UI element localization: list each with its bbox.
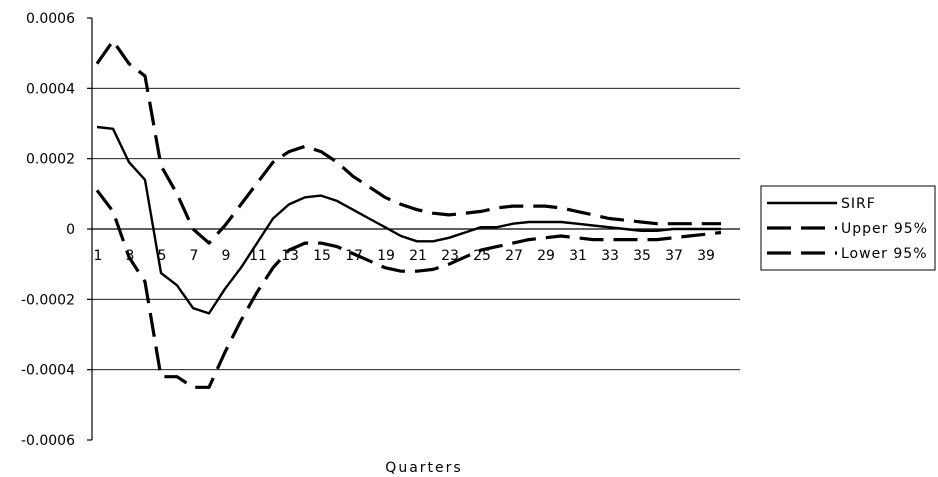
- x-tick-label: 19: [377, 248, 395, 264]
- x-tick-label: 5: [158, 248, 167, 264]
- series-lines: [95, 39, 722, 389]
- legend: SIRF Upper 95% Lower 95%: [760, 185, 936, 271]
- axes: [87, 17, 740, 441]
- y-tick-label: -0.0004: [21, 363, 75, 379]
- y-tick-label: 0.0002: [26, 152, 75, 168]
- series-line-1: [96, 125, 721, 315]
- y-tick-label: -0.0002: [21, 292, 75, 308]
- y-tick-label: 0.0006: [26, 11, 75, 27]
- x-tick-label: 27: [505, 248, 523, 264]
- x-tick-label: 7: [190, 248, 199, 264]
- x-tick-label: 29: [537, 248, 555, 264]
- y-tick-label: 0.0004: [26, 81, 75, 97]
- x-tick-label: 1: [94, 248, 103, 264]
- x-tick-label: 25: [473, 248, 491, 264]
- y-tick-labels: 0.0006 0.0004 0.0002 0 -0.0002 -0.0004 -0.0006: [21, 11, 75, 449]
- x-tick-labels: 1 3 5 7 9 11 13 15 17 19 21 23 25 27 29 31 33 35 37 39: [94, 248, 715, 264]
- legend-label-2: Upper 95%: [841, 221, 928, 237]
- y-tick-label: 0: [66, 222, 75, 238]
- x-tick-label: 23: [441, 248, 459, 264]
- x-tick-label: 37: [665, 248, 683, 264]
- x-axis-label: Quarters: [385, 460, 462, 476]
- x-tick-label: 13: [281, 248, 299, 264]
- series-line-2: [95, 39, 721, 245]
- x-tick-label: 17: [345, 248, 363, 264]
- x-tick-label: 35: [633, 248, 651, 264]
- x-tick-label: 15: [313, 248, 331, 264]
- x-tick-label: 31: [569, 248, 587, 264]
- x-tick-label: 11: [249, 248, 267, 264]
- x-tick-label: 33: [601, 248, 619, 264]
- gridlines: [92, 87, 740, 371]
- y-tick-label: -0.0006: [21, 433, 75, 449]
- x-tick-label: 21: [409, 248, 427, 264]
- legend-label-1: SIRF: [841, 196, 876, 212]
- x-tick-label: 9: [222, 248, 231, 264]
- series-line-3: [95, 189, 722, 389]
- x-tick-label: 39: [697, 248, 715, 264]
- legend-label-3: Lower 95%: [841, 246, 928, 262]
